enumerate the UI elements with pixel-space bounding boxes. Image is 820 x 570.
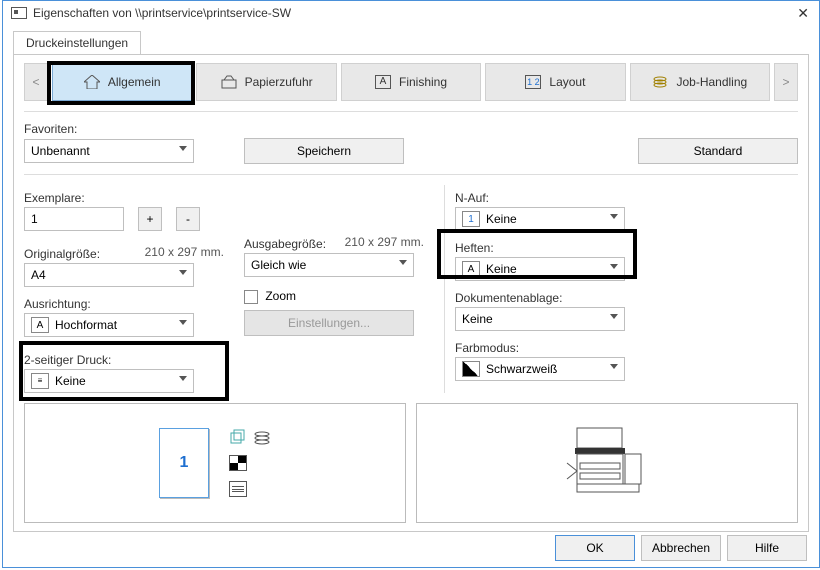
chevron-down-icon [179, 376, 187, 381]
coins-icon [652, 75, 668, 89]
window-title: Eigenschaften von \\printservice\printse… [33, 6, 291, 20]
orientation-select[interactable]: A Hochformat [24, 313, 194, 337]
copies-input[interactable]: 1 [24, 207, 124, 231]
column-right: N-Auf: 1 Keine Heften: A Keine Dokumente… [444, 185, 798, 393]
tab-finishing[interactable]: A Finishing [341, 63, 481, 101]
staple-select[interactable]: A Keine [455, 257, 625, 281]
tab-layout[interactable]: 1 2 Layout [485, 63, 625, 101]
zoom-checkbox[interactable] [244, 290, 258, 304]
nup-1-icon: 1 [462, 211, 480, 227]
standard-button[interactable]: Standard [638, 138, 798, 164]
preview-row: 1 [24, 403, 798, 523]
column-middle: Ausgabegröße: 210 x 297 mm. Gleich wie Z… [244, 185, 424, 393]
duplex-label: 2-seitiger Druck: [24, 353, 224, 367]
favorites-select[interactable]: Unbenannt [24, 139, 194, 163]
page-a-icon: A [375, 75, 391, 89]
zoom-settings-button: Einstellungen... [244, 310, 414, 336]
original-size-dim: 210 x 297 mm. [145, 245, 224, 259]
orientation-label: Ausrichtung: [24, 297, 224, 311]
tray-select[interactable]: Keine [455, 307, 625, 331]
copies-minus[interactable]: - [176, 207, 200, 231]
nup-label: N-Auf: [455, 191, 798, 205]
main-tab-print-settings[interactable]: Druckeinstellungen [13, 31, 141, 54]
tab-label: Job-Handling [676, 75, 747, 89]
original-size-select[interactable]: A4 [24, 263, 194, 287]
chevron-down-icon [179, 270, 187, 275]
save-button[interactable]: Speichern [244, 138, 404, 164]
color-select[interactable]: Schwarzweiß [455, 357, 625, 381]
chevron-down-icon [610, 214, 618, 219]
chevron-down-icon [610, 314, 618, 319]
duplex-lines-icon: ≡ [31, 373, 49, 389]
tab-papierzufuhr[interactable]: Papierzufuhr [196, 63, 336, 101]
tab-label: Finishing [399, 75, 447, 89]
page-icon: 1 [159, 428, 209, 498]
favorites-value: Unbenannt [31, 144, 90, 158]
dialog-window: Eigenschaften von \\printservice\printse… [2, 0, 820, 568]
nup-select[interactable]: 1 Keine [455, 207, 625, 231]
layout-12-icon: 1 2 [525, 75, 541, 89]
copies-label: Exemplare: [24, 191, 224, 205]
cancel-button[interactable]: Abbrechen [641, 535, 721, 561]
output-size-select[interactable]: Gleich wie [244, 253, 414, 277]
tray-icon [221, 75, 237, 89]
settings-panel: < Allgemein Papierzufuhr A Finishing 1 2… [13, 54, 809, 532]
lines-icon [229, 481, 247, 497]
page-preview: 1 [24, 403, 406, 523]
tray-label: Dokumentenablage: [455, 291, 798, 305]
favorites-label: Favoriten: [24, 122, 798, 136]
stack-icon-2 [253, 429, 271, 445]
tab-allgemein[interactable]: Allgemein [52, 63, 192, 101]
tab-label: Layout [549, 75, 585, 89]
orientation-a-icon: A [31, 317, 49, 333]
zoom-label: Zoom [265, 289, 296, 303]
bw-checker-icon [462, 361, 480, 377]
title-bar: Eigenschaften von \\printservice\printse… [3, 1, 819, 25]
tab-job-handling[interactable]: Job-Handling [630, 63, 770, 101]
chevron-down-icon [610, 364, 618, 369]
tab-label: Allgemein [108, 75, 161, 89]
preview-icons [229, 429, 271, 497]
tab-label: Papierzufuhr [245, 75, 313, 89]
printer-icon [11, 7, 27, 19]
category-tabs: < Allgemein Papierzufuhr A Finishing 1 2… [24, 63, 798, 101]
tabs-scroll-right[interactable]: > [774, 63, 798, 101]
staple-label: Heften: [455, 241, 798, 255]
checker-icon [229, 455, 247, 471]
help-button[interactable]: Hilfe [727, 535, 807, 561]
chevron-down-icon [179, 320, 187, 325]
dialog-footer: OK Abbrechen Hilfe [555, 535, 807, 561]
chevron-down-icon [399, 260, 407, 265]
original-size-label: Originalgröße: [24, 247, 100, 261]
close-icon[interactable]: ✕ [797, 5, 809, 22]
color-label: Farbmodus: [455, 341, 798, 355]
chevron-down-icon [179, 146, 187, 151]
column-left: Exemplare: 1 + - Originalgröße: 210 x 29… [24, 185, 224, 393]
chevron-down-icon [610, 264, 618, 269]
printer-preview [416, 403, 798, 523]
printer-illustration [547, 423, 667, 503]
home-icon [84, 75, 100, 89]
output-size-label: Ausgabegröße: [244, 237, 326, 251]
ok-button[interactable]: OK [555, 535, 635, 561]
stack-icon-1 [229, 429, 247, 445]
tabs-scroll-left[interactable]: < [24, 63, 48, 101]
staple-a-icon: A [462, 261, 480, 277]
copies-plus[interactable]: + [138, 207, 162, 231]
output-size-dim: 210 x 297 mm. [345, 235, 424, 249]
duplex-select[interactable]: ≡ Keine [24, 369, 194, 393]
